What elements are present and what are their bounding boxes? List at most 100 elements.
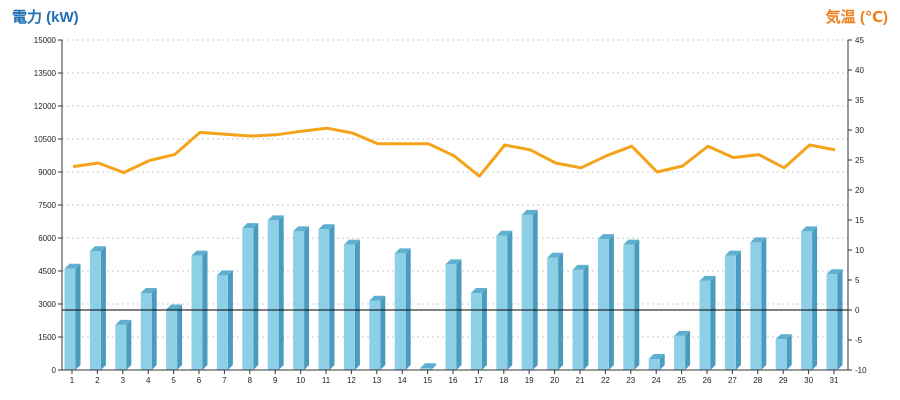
bar-front <box>369 300 381 370</box>
right-tick-label: 35 <box>855 96 864 105</box>
left-tick-label: 9000 <box>38 168 56 177</box>
bar-side <box>786 334 792 370</box>
left-tick-label: 3000 <box>38 300 56 309</box>
x-tick-label: 31 <box>830 376 839 385</box>
bar <box>216 270 233 370</box>
x-tick-label: 2 <box>95 376 100 385</box>
x-tick-label: 4 <box>146 376 151 385</box>
bar-front <box>343 244 355 370</box>
bar-front <box>89 251 101 370</box>
bar-front <box>775 339 787 370</box>
bar-top <box>826 269 843 275</box>
bar-front <box>191 255 203 370</box>
bar <box>470 288 487 370</box>
bar-side <box>634 239 640 370</box>
bar-side <box>227 270 233 370</box>
bar-side <box>253 223 259 370</box>
bar-front <box>597 239 609 370</box>
bar-side <box>659 354 665 370</box>
bar-front <box>470 293 482 370</box>
bar <box>140 288 157 370</box>
bar-front <box>318 229 330 370</box>
bar-front <box>674 335 686 370</box>
x-tick-label: 21 <box>576 376 585 385</box>
bar-side <box>710 275 716 370</box>
bar-side <box>608 234 614 370</box>
x-tick-label: 16 <box>449 376 458 385</box>
x-tick-label: 22 <box>601 376 610 385</box>
bars <box>64 209 843 370</box>
bar-front <box>216 275 228 370</box>
x-tick-label: 27 <box>728 376 737 385</box>
x-ticks: 1 2 3 4 5 6 7 8 9 10 11 12 13 14 15 16 17 18 19 20 21 22 23 24 2… <box>70 370 839 385</box>
bar-front <box>547 257 559 370</box>
bar-side <box>456 259 462 370</box>
x-tick-label: 8 <box>248 376 253 385</box>
right-tick-label: 45 <box>855 36 864 45</box>
right-tick-label: 40 <box>855 66 864 75</box>
bar-top <box>293 226 310 232</box>
bar-front <box>166 309 178 370</box>
left-axis-title: 電力 (kW) <box>12 8 79 26</box>
bar-top <box>547 252 564 258</box>
bar <box>521 209 538 370</box>
bar-top <box>394 248 411 254</box>
bar-side <box>481 288 487 370</box>
x-tick-label: 3 <box>121 376 126 385</box>
bar-top <box>496 230 513 236</box>
bar <box>674 330 691 370</box>
bar-side <box>761 237 767 370</box>
bar-side <box>583 264 589 370</box>
bar-top <box>648 354 665 359</box>
bar <box>750 237 767 370</box>
bar <box>826 269 843 370</box>
bar-top <box>420 363 437 369</box>
x-tick-label: 15 <box>423 376 432 385</box>
bar-front <box>242 228 254 370</box>
bar <box>369 295 386 370</box>
bar-top <box>521 209 538 215</box>
bar <box>445 259 462 370</box>
x-tick-label: 11 <box>322 376 331 385</box>
bar-top <box>89 246 106 252</box>
bar <box>623 239 640 370</box>
x-tick-label: 14 <box>398 376 407 385</box>
left-tick-label: 7500 <box>38 201 56 210</box>
x-tick-label: 13 <box>372 376 381 385</box>
right-ticks: -10 -5 0 5 10 15 20 25 30 35 40 45 <box>848 36 867 375</box>
bar-side <box>278 215 284 370</box>
bar <box>64 263 81 370</box>
bar-side <box>126 319 132 370</box>
x-tick-label: 25 <box>677 376 686 385</box>
bar-side <box>100 246 106 370</box>
bar <box>775 334 792 370</box>
bar <box>420 363 437 370</box>
bar <box>496 230 513 370</box>
x-tick-label: 5 <box>171 376 176 385</box>
bar-front <box>648 359 660 370</box>
bar <box>115 319 132 370</box>
bar <box>166 304 183 370</box>
bar-top <box>724 250 741 256</box>
x-tick-label: 29 <box>779 376 788 385</box>
bar-side <box>558 252 564 370</box>
x-tick-label: 30 <box>804 376 813 385</box>
bar-side <box>151 288 157 370</box>
bar-top <box>674 330 691 336</box>
bar <box>572 264 589 370</box>
bar-top <box>445 259 462 265</box>
right-tick-label: -5 <box>855 336 863 345</box>
temperature-line <box>72 126 836 178</box>
bar-top <box>216 270 233 276</box>
bar-front <box>801 231 813 370</box>
bar-top <box>318 224 335 230</box>
left-tick-label: 4500 <box>38 267 56 276</box>
bar <box>242 223 259 370</box>
bar <box>648 354 665 370</box>
bar <box>801 226 818 370</box>
right-tick-label: -10 <box>855 366 867 375</box>
bar-side <box>837 269 843 370</box>
bar-top <box>775 334 792 340</box>
bar-top <box>115 319 132 325</box>
